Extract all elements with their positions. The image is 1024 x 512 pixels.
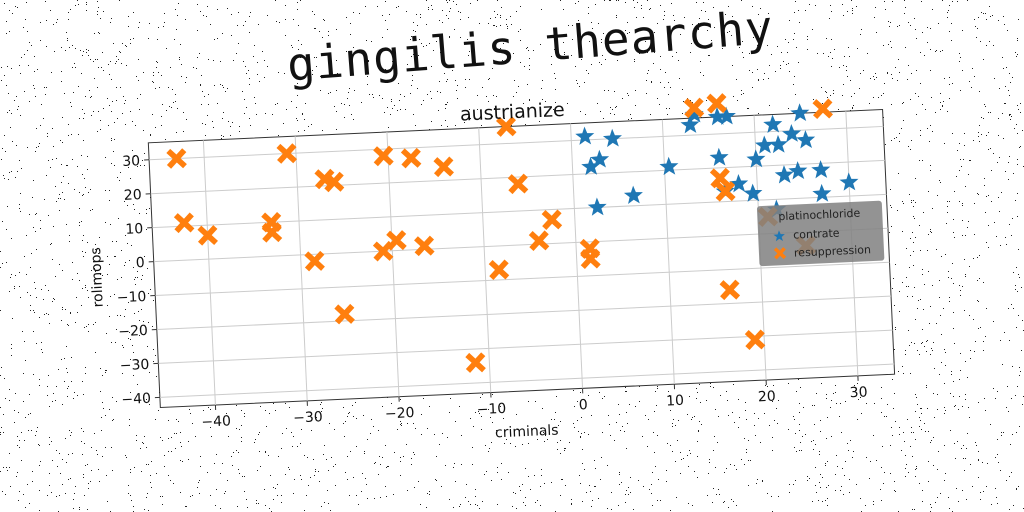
x-tick-label: 10: [666, 393, 685, 410]
x-tick-label: −20: [385, 405, 415, 422]
grid-line-y: [158, 329, 893, 364]
point-contrate: [684, 104, 704, 123]
point-contrate: [782, 124, 802, 143]
point-resuppression: [197, 225, 218, 246]
y-axis-ticks: −40 −30 −20 −10 0 10 20 30: [116, 153, 160, 408]
point-resuppression: [488, 259, 510, 280]
point-contrate: [575, 126, 595, 145]
point-resuppression: [709, 167, 731, 189]
point-resuppression: [580, 248, 601, 270]
point-contrate: [811, 160, 831, 179]
point-resuppression: [715, 181, 736, 202]
point-resuppression: [541, 209, 563, 230]
point-resuppression: [744, 329, 766, 350]
point-contrate: [659, 156, 679, 176]
point-contrate: [763, 114, 783, 133]
x-tick-label: −40: [201, 413, 231, 430]
point-resuppression: [507, 173, 529, 195]
point-resuppression: [276, 143, 298, 164]
point-resuppression: [465, 352, 486, 373]
point-contrate: [623, 185, 643, 204]
x-tick-label: 20: [758, 389, 777, 406]
point-contrate: [716, 106, 736, 125]
x-tick-label: 30: [849, 384, 868, 401]
grid-line-y: [159, 363, 895, 398]
point-resuppression: [261, 222, 283, 243]
point-resuppression: [812, 98, 834, 120]
legend-marker-contrate: [773, 230, 785, 242]
point-contrate: [768, 134, 788, 154]
chart-title: austrianize: [459, 99, 565, 126]
y-tick-label: 10: [125, 221, 144, 238]
point-resuppression: [528, 230, 550, 251]
y-tick-label: −30: [120, 357, 150, 374]
x-axis-ticks: −40 −30 −20 −10 0 10 20 30: [201, 375, 868, 431]
grid-line-y: [156, 295, 892, 330]
point-contrate: [590, 149, 610, 169]
point-contrate: [812, 183, 832, 203]
point-resuppression: [719, 279, 741, 301]
point-contrate: [790, 103, 810, 122]
legend-box: [756, 200, 885, 267]
scatter-chart: −40 −30 −20 −10 0 10 20 30 −40−30−20−100102030 …: [88, 93, 896, 442]
point-contrate: [796, 130, 816, 149]
point-resuppression: [173, 212, 195, 234]
x-tick-label: −30: [293, 409, 323, 426]
y-axis-label: rolimops: [88, 247, 107, 308]
point-contrate: [839, 172, 859, 191]
legend-marker-resuppression: [773, 247, 787, 260]
point-contrate: [774, 165, 794, 184]
point-contrate: [754, 135, 774, 154]
point-contrate: [729, 174, 749, 193]
legend: platinochloride contrate resuppression: [756, 200, 885, 267]
y-tick-label: 30: [122, 153, 141, 170]
y-tick-label: −20: [118, 323, 148, 340]
y-tick-label: 0: [135, 255, 145, 271]
point-resuppression: [496, 116, 517, 137]
data-points: [166, 93, 859, 373]
x-tick-label: −10: [476, 401, 506, 418]
point-resuppression: [334, 303, 355, 325]
point-resuppression: [304, 250, 325, 272]
grid-line-y: [155, 261, 890, 297]
x-tick-label: 0: [578, 397, 588, 413]
point-contrate: [587, 197, 607, 216]
x-axis-label: criminals: [495, 423, 559, 442]
point-resuppression: [166, 148, 187, 169]
point-resuppression: [683, 97, 705, 119]
legend-entry-resuppression: resuppression: [794, 243, 872, 259]
point-resuppression: [386, 230, 407, 251]
y-tick-label: −40: [121, 391, 151, 408]
y-tick-label: 20: [124, 187, 143, 204]
point-contrate: [602, 128, 622, 148]
point-contrate: [788, 161, 808, 180]
point-contrate: [746, 149, 766, 168]
point-resuppression: [400, 147, 422, 169]
point-resuppression: [414, 235, 435, 257]
grid-line-y: [149, 125, 884, 161]
point-resuppression: [433, 156, 454, 178]
point-resuppression: [373, 145, 394, 167]
point-contrate: [709, 147, 729, 167]
legend-x-icon: [773, 247, 787, 260]
grid-line-y: [150, 159, 885, 195]
point-contrate: [707, 106, 727, 126]
point-resuppression: [706, 93, 728, 114]
legend-star-icon: [773, 230, 785, 242]
point-contrate: [743, 183, 763, 202]
point-resuppression: [323, 171, 345, 193]
point-contrate: [581, 156, 601, 176]
legend-title: platinochloride: [778, 207, 861, 224]
point-contrate: [680, 115, 700, 134]
y-tick-label: −10: [116, 289, 146, 306]
legend-entry-contrate: contrate: [793, 227, 840, 242]
